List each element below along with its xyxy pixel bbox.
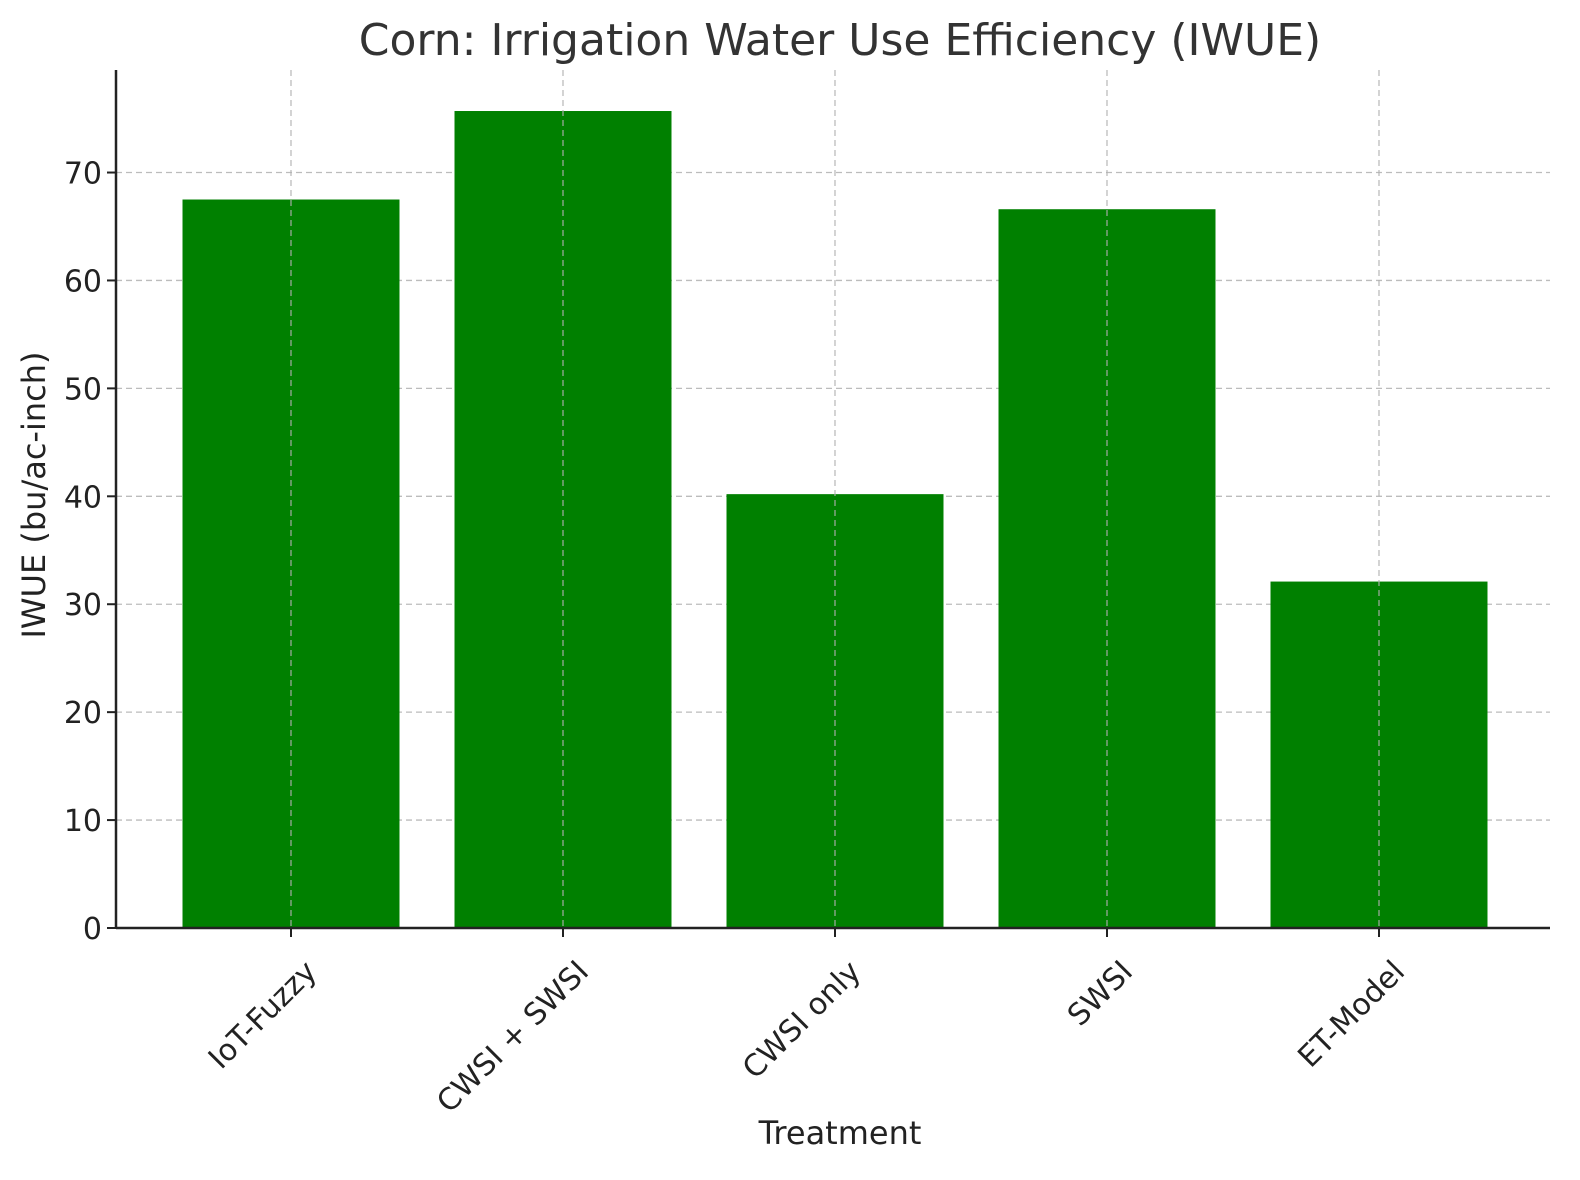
vertical-grid-layer [290,70,1380,928]
x-tick-label: ET-Model [1291,954,1412,1075]
y-axis-label: IWUE (bu/ac-inch) [15,351,53,638]
y-ticks: 0 10 20 30 40 50 60 70 [64,157,116,947]
y-tick-label: 70 [64,157,102,192]
chart-title: Corn: Irrigation Water Use Efficiency (I… [359,15,1321,66]
axes-layer [114,70,1550,930]
x-tick-label: CWSI only [736,954,868,1086]
x-tick-label: IoT-Fuzzy [202,954,324,1076]
y-tick-label: 20 [64,696,102,731]
y-tick-label: 40 [64,480,102,515]
x-ticks: IoT-Fuzzy CWSI + SWSI CWSI only SWSI ET-Mode… [202,928,1412,1120]
y-tick-label: 0 [83,912,102,947]
y-tick-label: 30 [64,588,102,623]
y-tick-label: 10 [64,804,102,839]
x-axis-label: Treatment [758,1114,922,1152]
x-tick-label: CWSI + SWSI [430,954,596,1120]
y-tick-label: 50 [64,372,102,407]
x-tick-label: SWSI [1061,954,1140,1033]
y-tick-label: 60 [64,264,102,299]
bar-swsi [998,209,1216,928]
